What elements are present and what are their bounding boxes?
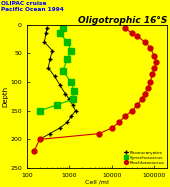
Prochlorococcus xyxy=(153,67,155,69)
Prochlorococcus xyxy=(144,92,146,95)
Y-axis label: Depth: Depth xyxy=(3,86,9,107)
Synechococcus xyxy=(62,27,64,29)
Picoeucaryotes xyxy=(54,75,56,77)
Picoeucaryotes xyxy=(45,32,47,35)
Prochlorococcus xyxy=(131,32,133,35)
Legend: Picoeucaryotes, Synechococcus, Prochlorococcus: Picoeucaryotes, Synechococcus, Prochloro… xyxy=(123,150,165,166)
Prochlorococcus xyxy=(131,110,133,112)
Prochlorococcus xyxy=(149,47,151,49)
Picoeucaryotes xyxy=(59,127,61,129)
Prochlorococcus xyxy=(151,72,154,75)
Synechococcus xyxy=(73,90,75,92)
Prochlorococcus xyxy=(111,127,113,129)
Text: Oligotrophic 16°S: Oligotrophic 16°S xyxy=(78,16,167,25)
Prochlorococcus xyxy=(118,121,120,123)
X-axis label: Cell /ml: Cell /ml xyxy=(85,179,109,184)
Prochlorococcus xyxy=(147,87,149,89)
Synechococcus xyxy=(66,41,68,43)
Synechococcus xyxy=(62,70,64,72)
Picoeucaryotes xyxy=(49,133,51,135)
Text: OLIPAC cruise
Pacific Ocean 1994: OLIPAC cruise Pacific Ocean 1994 xyxy=(1,1,64,12)
Synechococcus xyxy=(70,81,72,83)
Prochlorococcus xyxy=(141,98,143,100)
Synechococcus xyxy=(59,32,61,35)
Prochlorococcus xyxy=(39,138,41,140)
Picoeucaryotes xyxy=(72,104,74,106)
Prochlorococcus xyxy=(137,35,139,37)
Prochlorococcus xyxy=(149,81,151,83)
Prochlorococcus xyxy=(124,27,126,29)
Synechococcus xyxy=(72,98,74,100)
Line: Picoeucaryotes: Picoeucaryotes xyxy=(37,25,78,142)
Prochlorococcus xyxy=(155,61,157,63)
Prochlorococcus xyxy=(137,104,139,106)
Prochlorococcus xyxy=(98,133,100,135)
Prochlorococcus xyxy=(153,55,155,57)
Prochlorococcus xyxy=(124,115,126,118)
Picoeucaryotes xyxy=(66,121,68,123)
Line: Prochlorococcus: Prochlorococcus xyxy=(32,25,159,153)
Picoeucaryotes xyxy=(49,58,51,60)
Picoeucaryotes xyxy=(51,50,53,52)
Synechococcus xyxy=(66,58,68,60)
Synechococcus xyxy=(39,110,41,112)
Prochlorococcus xyxy=(144,41,146,43)
Picoeucaryotes xyxy=(68,98,70,100)
Picoeucaryotes xyxy=(64,92,66,95)
Prochlorococcus xyxy=(33,150,35,152)
Line: Synechococcus: Synechococcus xyxy=(37,25,77,114)
Picoeucaryotes xyxy=(39,138,41,140)
Picoeucaryotes xyxy=(43,41,45,43)
Synechococcus xyxy=(70,50,72,52)
Picoeucaryotes xyxy=(70,115,72,118)
Synechococcus xyxy=(55,104,57,106)
Picoeucaryotes xyxy=(74,110,76,112)
Picoeucaryotes xyxy=(46,27,48,29)
Picoeucaryotes xyxy=(47,67,49,69)
Picoeucaryotes xyxy=(59,84,61,86)
